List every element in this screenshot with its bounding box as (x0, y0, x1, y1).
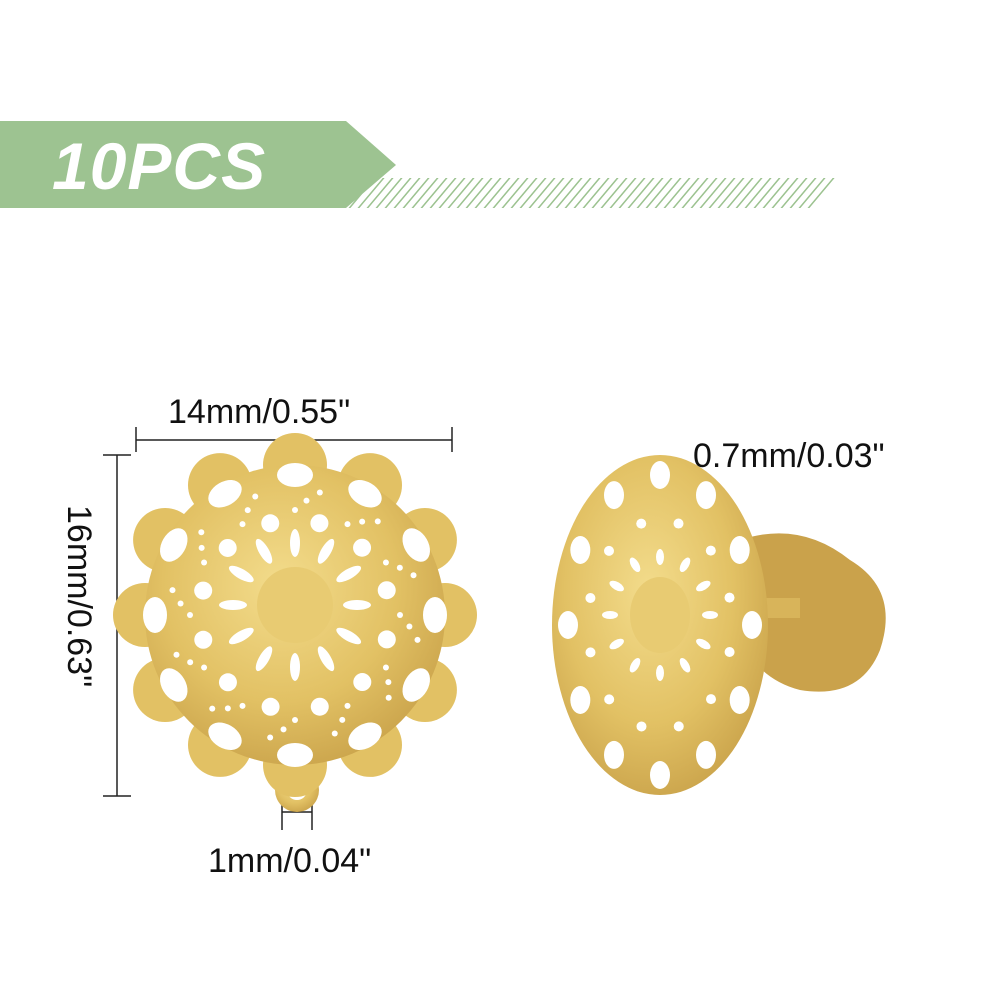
width-label: 14mm/0.55" (168, 393, 351, 431)
hole-size-label: 1mm/0.04" (208, 842, 372, 880)
earring-side (552, 455, 886, 795)
badge-banner (0, 121, 835, 208)
quantity-badge: 10PCS (52, 129, 267, 203)
height-label: 16mm/0.63" (60, 505, 98, 688)
earring-front (113, 433, 477, 812)
thickness-label: 0.7mm/0.03" (693, 437, 885, 475)
